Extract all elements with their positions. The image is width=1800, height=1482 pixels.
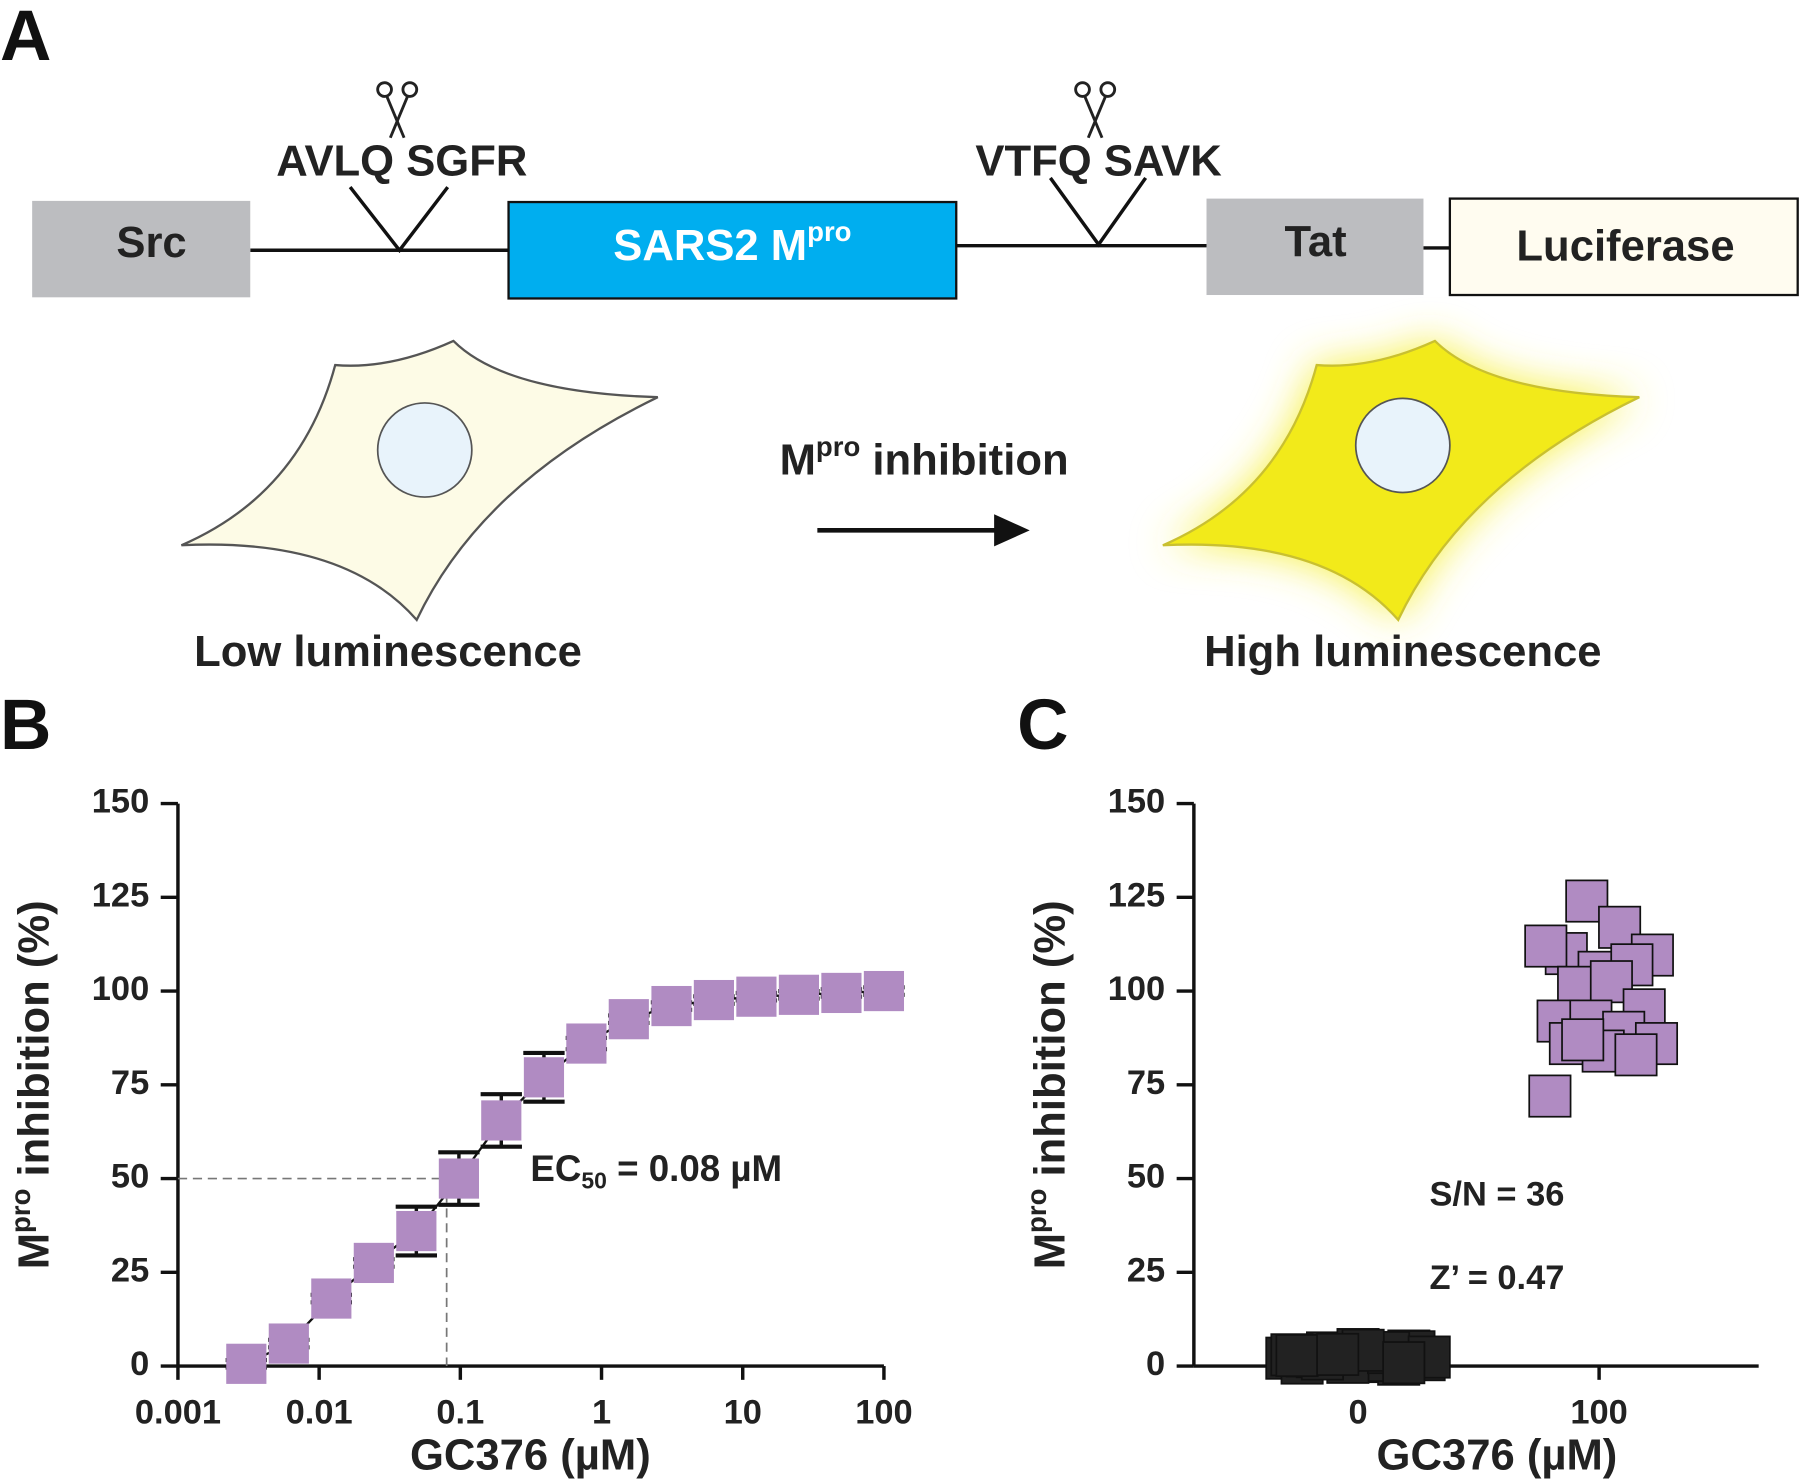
text: inhibition (%) — [1026, 900, 1074, 1188]
panel-label: B — [0, 686, 51, 765]
cleavage-mark — [348, 186, 450, 254]
text: EC — [530, 1148, 581, 1189]
y-tick-label: 100 — [92, 970, 149, 1008]
text: inhibition — [860, 436, 1068, 484]
text: = 0.08 µM — [607, 1148, 782, 1189]
y-axis-title: Mpro inhibition (%) — [5, 900, 58, 1269]
tat-box — [1206, 198, 1424, 296]
superscript: pro — [1021, 1189, 1052, 1233]
y-tick-label: 75 — [111, 1064, 149, 1102]
point — [396, 1210, 437, 1252]
annotation: Z’ = 0.47 — [1429, 1259, 1564, 1297]
scissors — [1074, 81, 1117, 139]
superscript: pro — [816, 431, 860, 462]
point — [1524, 924, 1568, 968]
src-box — [32, 200, 251, 298]
cell-label: Low luminescence — [194, 628, 582, 676]
y-tick-label: 150 — [92, 783, 149, 821]
point — [1275, 1334, 1319, 1378]
luciferase-box — [1448, 197, 1799, 297]
point — [481, 1100, 522, 1141]
point — [1561, 1018, 1605, 1062]
box-label: SARS2 Mpro — [613, 216, 851, 269]
text: M — [1026, 1233, 1074, 1269]
x-tick-label: 10 — [724, 1393, 762, 1431]
mpro-box — [507, 200, 958, 300]
x-tick-label: 1 — [592, 1393, 611, 1431]
fit-line — [245, 989, 884, 1365]
point — [226, 1343, 267, 1384]
point — [863, 970, 905, 1012]
nucleus — [376, 402, 473, 498]
y-tick-label: 125 — [1108, 876, 1165, 914]
cleavage-site: AVLQ SGFR — [276, 138, 527, 186]
x-tick-label: 0.1 — [436, 1393, 484, 1431]
cleavage-mark — [1048, 176, 1148, 248]
superscript: pro — [807, 216, 851, 247]
cell-label: High luminescence — [1204, 628, 1601, 676]
point — [821, 972, 862, 1014]
arrow-head — [994, 514, 1030, 547]
point — [608, 999, 649, 1040]
text: inhibition (%) — [10, 900, 58, 1188]
nucleus — [1354, 397, 1451, 494]
point — [353, 1242, 394, 1284]
point — [778, 974, 820, 1015]
subscript: 50 — [581, 1167, 607, 1193]
point — [693, 979, 734, 1021]
annotation: EC50 = 0.08 µM — [530, 1148, 782, 1194]
y-tick-label: 125 — [92, 876, 149, 914]
text: M — [10, 1233, 58, 1269]
y-tick-label: 150 — [1108, 783, 1165, 821]
text: SARS2 M — [613, 221, 807, 269]
y-tick-label: 50 — [111, 1158, 149, 1196]
scissors — [376, 81, 419, 139]
panel-label: C — [1017, 686, 1068, 765]
box-label: Luciferase — [1516, 223, 1734, 271]
cleavage-site: VTFQ SAVK — [975, 138, 1222, 186]
y-tick-label: 100 — [1108, 970, 1165, 1008]
point — [1614, 1033, 1658, 1077]
y-tick-label: 25 — [111, 1251, 149, 1289]
point — [311, 1278, 352, 1319]
text: M — [780, 436, 816, 484]
arrow-label: Mpro inhibition — [780, 431, 1069, 484]
x-tick-label: 0.001 — [135, 1393, 221, 1431]
point — [438, 1158, 479, 1199]
point — [1382, 1341, 1426, 1385]
box-label: Src — [116, 219, 186, 267]
point — [1528, 1074, 1572, 1118]
x-tick-label: 100 — [855, 1393, 912, 1431]
y-tick-label: 0 — [1146, 1345, 1165, 1383]
x-tick-label: 0.01 — [286, 1393, 353, 1431]
x-tick-label: 0 — [1348, 1393, 1367, 1431]
y-tick-label: 25 — [1127, 1251, 1165, 1289]
point — [566, 1023, 607, 1064]
y-axis-title: Mpro inhibition (%) — [1021, 900, 1074, 1269]
box-label: Tat — [1284, 218, 1346, 266]
y-tick-label: 0 — [130, 1345, 149, 1383]
superscript: pro — [5, 1189, 36, 1233]
point — [651, 985, 692, 1027]
y-tick-label: 75 — [1127, 1064, 1165, 1102]
x-axis-title: GC376 (µM) — [410, 1431, 651, 1479]
point — [736, 976, 777, 1017]
x-axis-title: GC376 (µM) — [1377, 1431, 1618, 1479]
point — [1316, 1332, 1360, 1376]
point — [268, 1323, 309, 1364]
x-tick-label: 100 — [1570, 1393, 1627, 1431]
y-tick-label: 50 — [1127, 1158, 1165, 1196]
annotation: S/N = 36 — [1429, 1175, 1564, 1213]
point — [523, 1057, 565, 1098]
panel-label: A — [0, 0, 51, 76]
